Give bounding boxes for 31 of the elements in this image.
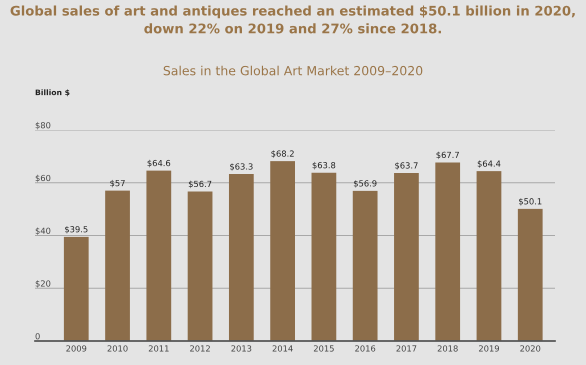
- y-tick-label: $20: [36, 280, 50, 288]
- chart-subtitle: Sales in the Global Art Market 2009–2020: [164, 66, 422, 76]
- x-tick-label: 2015: [314, 345, 334, 352]
- x-tick-label: 2010: [108, 345, 128, 352]
- data-label: $63.7: [395, 162, 418, 170]
- data-label: $64.4: [478, 160, 500, 168]
- x-tick-label: 2014: [272, 345, 293, 352]
- x-tick-label: 2020: [520, 345, 540, 352]
- y-tick-label: $60: [36, 174, 50, 182]
- x-tick-label: 2019: [478, 345, 499, 352]
- data-label: $63.3: [230, 163, 253, 171]
- x-tick-label: 2013: [231, 345, 252, 352]
- x-tick-label: 2016: [355, 345, 376, 352]
- x-tick-label: 2011: [148, 345, 169, 352]
- x-tick-label: 2017: [396, 345, 416, 352]
- y-tick-label: $80: [36, 122, 50, 130]
- y-tick-label: $40: [36, 227, 50, 235]
- y-tick-label: 0: [36, 333, 40, 340]
- data-label: $57: [110, 180, 125, 188]
- data-label: $64.6: [148, 160, 170, 168]
- data-label: $63.8: [312, 162, 336, 170]
- data-label: $39.5: [65, 226, 88, 234]
- data-label: $67.7: [436, 152, 459, 160]
- x-tick-label: 2009: [66, 345, 86, 352]
- data-label: $50.1: [519, 198, 542, 206]
- x-tick-label: 2018: [438, 345, 458, 352]
- data-label: $56.7: [188, 180, 212, 188]
- x-tick-label: 2012: [190, 345, 210, 352]
- data-label: $68.2: [271, 150, 294, 158]
- data-label: $56.9: [354, 180, 376, 188]
- chart-title: Global sales of art and antiques reached an estimated $50.1 billion in 2020, down 22% on 2019 and 27% since 2018.: [10, 5, 575, 34]
